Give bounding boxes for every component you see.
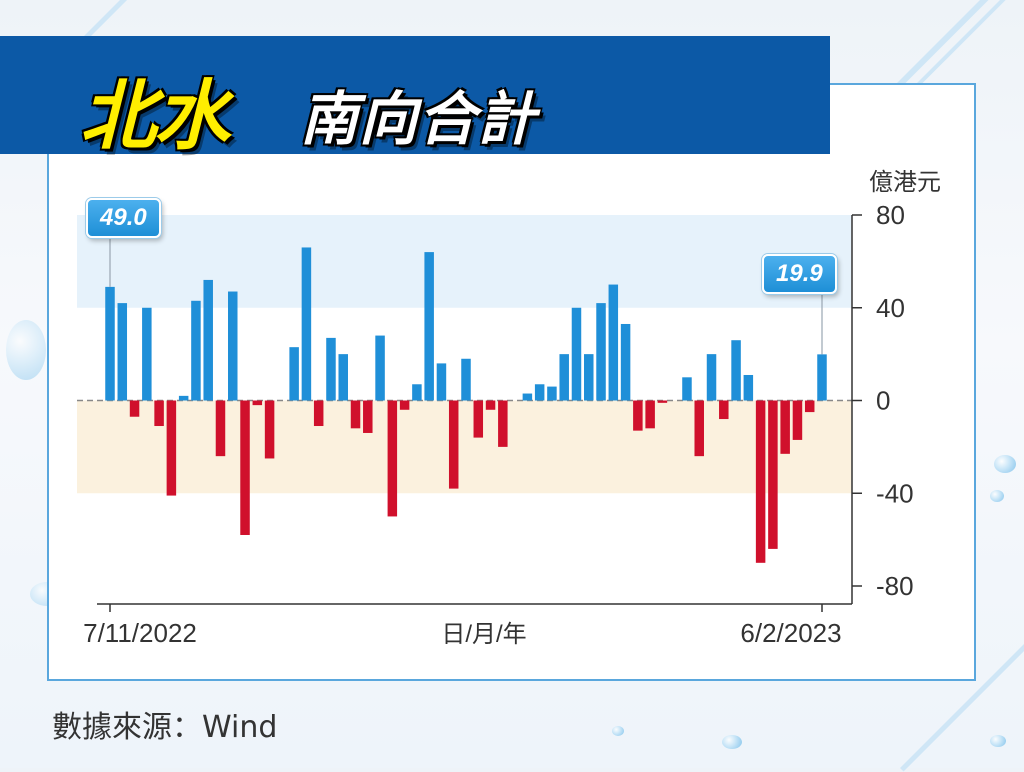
bar	[387, 400, 398, 517]
bar	[313, 400, 324, 427]
bar	[228, 291, 238, 401]
bar	[412, 384, 422, 401]
bar	[571, 307, 582, 401]
band-upper	[77, 215, 852, 308]
value-callout-last: 19.9	[762, 254, 837, 294]
bar	[399, 400, 410, 410]
title-banner	[0, 36, 830, 154]
bar	[129, 400, 140, 417]
bar	[473, 400, 484, 438]
bar	[559, 354, 569, 401]
bar	[547, 386, 557, 401]
bar	[743, 374, 754, 401]
water-drop-icon	[6, 320, 46, 380]
bar	[682, 377, 692, 401]
chart-bars	[105, 247, 827, 563]
bar	[424, 252, 434, 401]
bar	[608, 284, 619, 401]
y-tick-label: -80	[876, 571, 914, 601]
bar	[142, 307, 152, 401]
y-tick-label: 0	[876, 386, 890, 416]
bar	[338, 354, 348, 401]
bar	[252, 400, 263, 406]
bar	[706, 354, 717, 401]
bar	[596, 303, 606, 401]
bar	[461, 358, 471, 401]
bar	[178, 395, 189, 401]
y-tick-label: -40	[876, 478, 914, 508]
bar	[448, 400, 459, 489]
title-text: 南向合計	[300, 85, 537, 153]
bar	[350, 400, 361, 429]
bar	[498, 400, 508, 447]
bar	[485, 400, 496, 410]
bar	[522, 393, 533, 401]
chart-axes: 80 40 0 -40 -80	[97, 200, 914, 612]
y-tick-label: 40	[876, 293, 905, 323]
water-drop-icon	[990, 490, 1004, 502]
value-callout-first: 49.0	[86, 198, 161, 238]
bar	[534, 384, 545, 401]
bar	[105, 286, 115, 401]
bar	[191, 300, 201, 401]
bar	[633, 400, 643, 431]
bar	[817, 354, 827, 401]
bar	[755, 400, 766, 563]
bar	[792, 400, 803, 440]
water-drop-icon	[994, 455, 1016, 473]
bar	[436, 363, 447, 401]
bar	[584, 354, 594, 401]
bar	[240, 400, 250, 535]
bar	[203, 279, 213, 401]
bar	[645, 400, 655, 429]
band-lower	[77, 400, 852, 494]
bar	[215, 400, 226, 457]
callout-leaders	[109, 236, 823, 355]
x-tick-label-first: 7/11/2022	[83, 618, 197, 648]
bar	[375, 335, 385, 401]
x-tick-label-last: 6/2/2023	[740, 618, 841, 648]
bar	[326, 337, 336, 401]
bar	[804, 400, 815, 413]
bar	[301, 247, 312, 401]
bar	[363, 400, 373, 433]
water-drop-icon	[722, 735, 742, 749]
bar	[694, 400, 704, 457]
bar	[731, 340, 741, 401]
bar	[657, 400, 668, 403]
x-axis-label: 日/月/年	[441, 621, 526, 648]
title-highlight: 北水	[80, 71, 230, 160]
bar	[719, 400, 729, 420]
bar	[780, 400, 790, 454]
bar	[620, 323, 631, 401]
y-tick-label: 80	[876, 200, 905, 230]
bar	[166, 400, 177, 496]
bar	[154, 400, 164, 427]
bar	[289, 347, 299, 401]
y-axis-label: 億港元	[869, 168, 941, 196]
bar	[117, 303, 128, 401]
water-drop-icon	[612, 726, 624, 736]
data-source: 數據來源：Wind	[52, 710, 278, 745]
bar	[264, 400, 275, 459]
water-drop-icon	[990, 735, 1006, 747]
bar	[768, 400, 778, 549]
